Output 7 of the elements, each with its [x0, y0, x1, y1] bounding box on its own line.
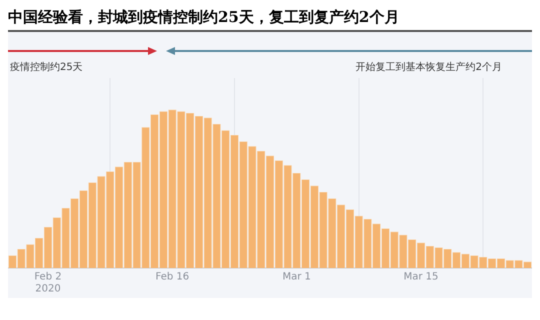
text: 开始复工到基本恢复生产约2个月	[356, 60, 502, 74]
x-tick-label: Mar 1	[282, 272, 311, 283]
x-tick-label: Feb 16	[156, 272, 190, 283]
x-tick-label: Feb 2 2020	[34, 272, 62, 295]
x-tick-label: Mar 15	[404, 272, 438, 283]
chart-title: 中国经验看，封城到疫情控制约25天，复工到复产约2个月	[8, 8, 532, 32]
text: 疫情控制约25天	[10, 60, 83, 74]
